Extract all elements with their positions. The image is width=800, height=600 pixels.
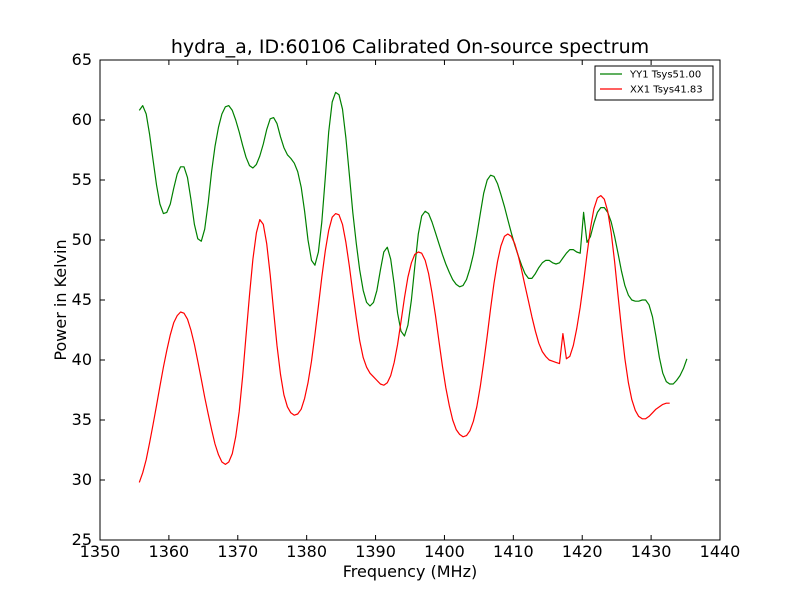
x-tick-label: 1350 [80,542,121,561]
y-tick-label: 50 [72,230,92,249]
legend-label-xx1: XX1 Tsys41.83 [630,85,703,96]
y-axis-label: Power in Kelvin [51,239,70,360]
y-tick-label: 65 [72,50,92,69]
chart-title: hydra_a, ID:60106 Calibrated On-source s… [171,36,649,58]
x-tick-label: 1400 [424,542,465,561]
legend-label-yy1: YY1 Tsys51.00 [629,70,701,81]
y-tick-label: 30 [72,470,92,489]
legend: YY1 Tsys51.00 XX1 Tsys41.83 [594,65,714,101]
plot-series [138,91,688,483]
x-tick-label: 1440 [700,542,741,561]
y-tick-label: 55 [72,170,92,189]
x-tick-label: 1390 [355,542,396,561]
y-tick-label: 40 [72,350,92,369]
x-tick-label: 1370 [217,542,258,561]
x-tick-label: 1380 [286,542,327,561]
y-tick-label: 25 [72,530,92,549]
series-line-yy1 [138,91,688,385]
legend-box [594,65,714,101]
x-tick-label: 1410 [493,542,534,561]
y-tick-label: 45 [72,290,92,309]
y-axis: 25 30 35 40 45 50 55 60 65 [72,50,720,549]
series-line-xx1 [138,195,670,483]
x-axis: 1350 1360 1370 1380 1390 1400 1410 1420 1430 1440 [80,60,741,561]
x-axis-label: Frequency (MHz) [343,562,477,581]
x-tick-label: 1420 [562,542,603,561]
x-tick-label: 1430 [631,542,672,561]
x-tick-label: 1360 [149,542,190,561]
y-tick-label: 60 [72,110,92,129]
y-tick-label: 35 [72,410,92,429]
